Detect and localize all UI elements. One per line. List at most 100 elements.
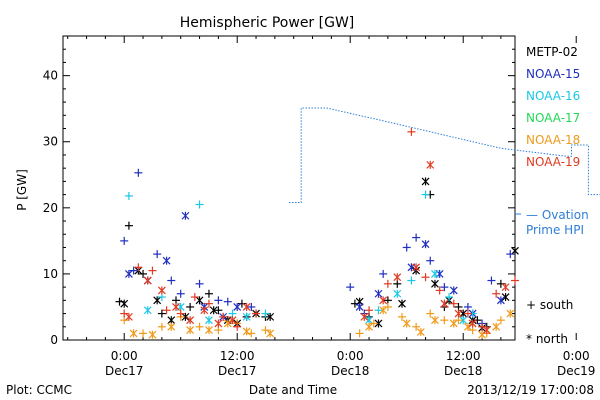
y-tick-label: 40 [43, 69, 58, 83]
plus-marker [124, 221, 133, 230]
star-marker [143, 306, 152, 315]
star-marker [181, 211, 190, 220]
plus-marker [435, 286, 444, 295]
plus-marker [407, 276, 416, 285]
plus-marker [176, 289, 185, 298]
legend-entry: METP-02 [526, 45, 578, 59]
plot-credit: Plot: CCMC [6, 383, 72, 397]
star-marker [214, 319, 223, 328]
plus-marker [129, 266, 138, 275]
star-marker [242, 327, 251, 336]
plus-marker [473, 316, 482, 325]
x-tick-label-date: Dec17 [218, 364, 257, 378]
plus-marker [237, 299, 246, 308]
legend-entry: NOAA-15 [526, 67, 580, 81]
star-marker [186, 326, 195, 335]
star-marker [242, 312, 251, 321]
plus-marker [120, 236, 129, 245]
plus-marker [463, 309, 472, 318]
star-marker [120, 299, 129, 308]
plus-marker [148, 266, 157, 275]
star-marker [421, 177, 430, 186]
star-marker [379, 296, 388, 305]
plus-marker [219, 312, 228, 321]
star-marker [223, 319, 232, 328]
star-marker [266, 312, 275, 321]
legend: METP-02 NOAA-15 NOAA-16 NOAA-17 NOAA-18 NOAA-… [515, 45, 589, 346]
x-tick-label-date: Dec19 [557, 364, 596, 378]
star-marker [365, 322, 373, 331]
star-marker [501, 283, 510, 292]
plus-marker [492, 289, 501, 298]
star-marker [129, 329, 138, 338]
marker-legend-north: * north [526, 332, 568, 346]
star-marker [393, 273, 402, 282]
star-marker [205, 316, 213, 325]
plus-marker [383, 302, 392, 311]
plus-marker [261, 326, 270, 335]
star-marker [459, 316, 468, 325]
star-marker [449, 286, 458, 295]
plus-marker [176, 309, 185, 318]
plus-marker [195, 200, 204, 209]
star-marker [421, 240, 430, 249]
plus-marker [506, 250, 515, 259]
star-marker [148, 330, 157, 339]
plus-marker [445, 293, 454, 302]
star-marker [468, 319, 477, 328]
plus-marker [157, 309, 166, 318]
star-marker [124, 312, 133, 321]
plus-marker [252, 309, 261, 318]
star-marker [162, 256, 171, 265]
legend-entry: NOAA-17 [526, 111, 580, 125]
plus-marker [355, 329, 364, 338]
plus-marker [402, 243, 411, 252]
y-tick-label: 20 [43, 201, 58, 215]
star-marker [501, 293, 510, 302]
star-marker [355, 302, 364, 311]
x-tick-label-time: 0:00 [337, 349, 364, 363]
x-tick-label-time: 12:00 [446, 349, 481, 363]
plus-marker [157, 322, 166, 331]
star-marker [181, 312, 190, 321]
plus-marker [134, 263, 143, 272]
star-marker [431, 269, 439, 278]
legend-entry: NOAA-19 [526, 155, 580, 169]
star-marker [454, 309, 463, 318]
plus-marker [398, 312, 406, 321]
x-tick-label-date: Dec18 [444, 364, 483, 378]
star-marker [402, 319, 411, 328]
plus-marker [379, 269, 388, 278]
plus-marker [204, 299, 213, 308]
plus-marker [511, 276, 519, 285]
star-marker [143, 276, 152, 285]
axes: 0102030400:00Dec1712:00Dec170:00Dec1812:… [43, 35, 596, 378]
star-marker [506, 309, 515, 318]
star-marker [195, 296, 204, 305]
star-marker [482, 326, 491, 335]
y-tick-label: 10 [43, 267, 58, 281]
star-marker [449, 319, 458, 328]
plus-marker [139, 269, 148, 278]
x-tick-label-time: 0:00 [563, 349, 590, 363]
plus-marker [167, 276, 176, 285]
plus-marker [153, 250, 162, 259]
plus-marker [369, 319, 378, 328]
plus-marker [496, 279, 505, 288]
legend-entry: NOAA-18 [526, 133, 580, 147]
star-marker [440, 299, 449, 308]
plus-marker [139, 329, 148, 338]
marker-legend-south: + south [526, 298, 573, 312]
star-marker [426, 160, 435, 169]
star-marker [492, 322, 501, 331]
legend-model-line1: — Ovation [526, 208, 589, 222]
x-tick-label-date: Dec17 [105, 364, 144, 378]
plus-marker [223, 297, 232, 306]
star-marker [266, 329, 275, 338]
plus-marker [195, 279, 204, 288]
star-marker [172, 302, 180, 311]
star-marker [431, 316, 439, 325]
y-axis-label: P [GW] [15, 169, 29, 211]
legend-entry: NOAA-16 [526, 89, 580, 103]
plus-marker [204, 289, 213, 298]
